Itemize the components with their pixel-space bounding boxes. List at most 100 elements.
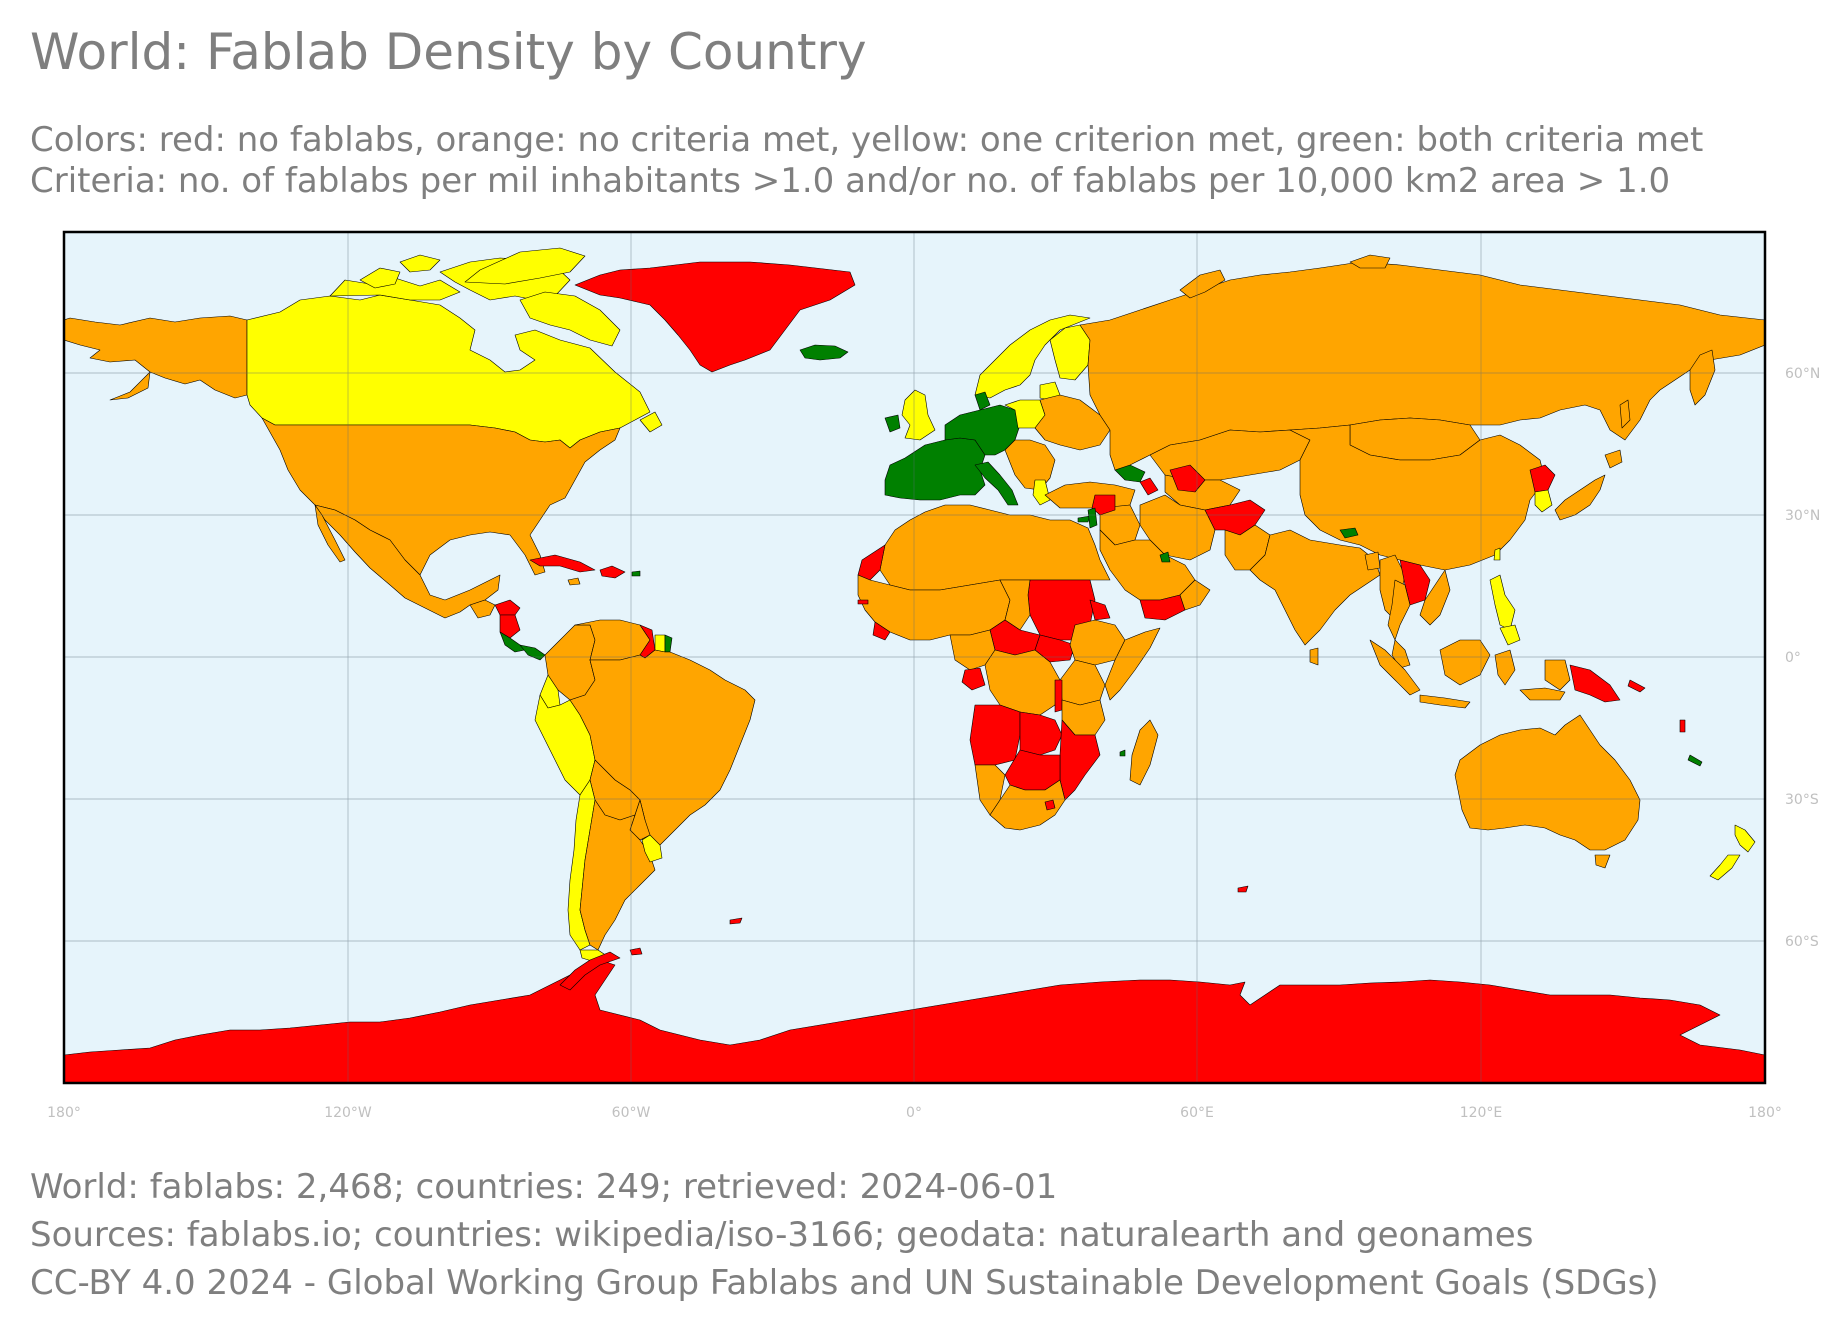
x-axis-ticks: 180° 120°W 60°W 0° 60°E 120°E 180° [47,1105,1782,1121]
region-balkans [1004,439,1056,491]
region-somalia [1104,627,1161,701]
region-syria [1091,494,1116,516]
y-axis-ticks: 60°N 30°N 0° 30°S 60°S [1785,366,1820,950]
region-madagascar [1129,719,1159,786]
region-hokkaido [1604,449,1623,469]
region-baffin [519,291,621,347]
region-tasmania [1594,854,1611,869]
region-philippines [1489,574,1516,631]
region-turkmenistan-red [1169,464,1206,493]
region-arctic-islands-4 [359,267,401,289]
region-nepal-bhutan [1339,527,1359,539]
region-taiwan [1493,547,1501,561]
region-arctic-islands-3 [464,247,586,285]
region-norway-sweden [974,314,1091,399]
region-arctic-islands-5 [399,254,441,273]
region-israel-lebanon [1087,507,1098,529]
region-south-korea [1534,489,1553,513]
world-map: 180° 120°W 60°W 0° 60°E 120°E 180° 60°N … [47,230,1820,1121]
region-bangladesh [1364,551,1381,571]
region-papua-w [1544,659,1571,691]
region-burundi [1054,679,1063,713]
region-comoros [1119,749,1126,757]
region-north-korea [1529,464,1556,493]
region-png [1569,664,1621,703]
region-argentina [579,799,656,951]
x-tick-60w: 60°W [612,1105,651,1121]
region-sulawesi [1494,649,1516,686]
region-uk [901,389,936,441]
region-mexico [314,504,501,619]
region-antarctica [64,959,1765,1083]
region-australia [1454,714,1641,851]
region-antarctic-peninsula [559,951,621,991]
region-sakhalin [1619,399,1631,429]
region-malaysia [1391,639,1411,669]
region-new-caledonia [1687,754,1703,767]
region-angola [969,704,1021,766]
color-legend-text: Colors: red: no fablabs, orange: no crit… [30,120,1704,160]
region-ireland [884,414,901,433]
region-new-zealand-n [1734,824,1756,853]
sources-text: Sources: fablabs.io; countries: wikipedi… [30,1215,1534,1255]
region-suriname [654,634,666,653]
region-iceland [799,344,849,361]
y-tick-30n: 30°N [1785,508,1820,524]
region-borneo [1439,639,1491,686]
x-tick-60e: 60°E [1180,1105,1214,1121]
region-uruguay [641,834,663,863]
region-hispaniola [599,565,626,579]
region-japan [1554,474,1606,521]
region-cyprus [1077,515,1091,523]
region-philippines-s [1499,624,1521,646]
region-jamaica [567,577,581,586]
region-south-georgia [729,917,743,925]
region-qatar-uae [1159,551,1171,563]
criteria-text: Criteria: no. of fablabs per mil inhabit… [30,161,1671,201]
x-tick-180w: 180° [47,1105,81,1121]
region-eritrea [1089,599,1111,621]
region-gabon [961,667,986,691]
region-aleutians [109,371,151,401]
license-text: CC-BY 4.0 2024 - Global Working Group Fa… [30,1263,1659,1303]
y-tick-60s: 60°S [1785,934,1819,950]
region-azerbaijan [1139,477,1159,496]
summary-stats: World: fablabs: 2,468; countries: 249; r… [30,1167,1058,1207]
region-alaska [64,315,248,399]
region-sierra-leone-liberia [872,621,891,641]
region-java [1419,694,1471,709]
region-severnaya [1349,254,1391,269]
y-tick-30s: 30°S [1785,792,1819,808]
region-oman [1179,579,1211,611]
x-tick-180e: 180° [1748,1105,1782,1121]
region-chad [999,579,1031,631]
region-denmark [974,391,991,411]
region-puerto-rico [631,570,641,577]
region-mongolia [1349,417,1481,461]
region-baja [314,504,346,563]
region-iran [1139,494,1216,561]
region-greece [1032,479,1051,506]
region-solomon [1627,679,1646,693]
region-newfoundland [639,411,663,433]
page-title: World: Fablab Density by Country [30,23,867,81]
region-gambia [857,599,869,605]
region-nicaragua [499,614,521,639]
region-kerguelen [1237,885,1249,893]
x-tick-120e: 120°E [1460,1105,1503,1121]
region-kamchatka [1689,349,1716,406]
y-tick-0: 0° [1785,650,1801,666]
region-sri-lanka [1309,647,1319,666]
x-tick-120w: 120°W [324,1105,372,1121]
region-honduras [494,599,521,616]
map-frame [62,230,1767,1085]
region-thailand [1387,579,1411,641]
region-sumatra [1369,639,1421,696]
region-western-sahara [857,544,886,581]
region-panama [519,644,546,661]
region-belarus-ukraine [1034,394,1111,451]
region-cuba [529,554,596,573]
region-new-zealand-s [1709,854,1741,881]
x-tick-0: 0° [906,1105,922,1121]
region-vietnam [1419,569,1451,626]
